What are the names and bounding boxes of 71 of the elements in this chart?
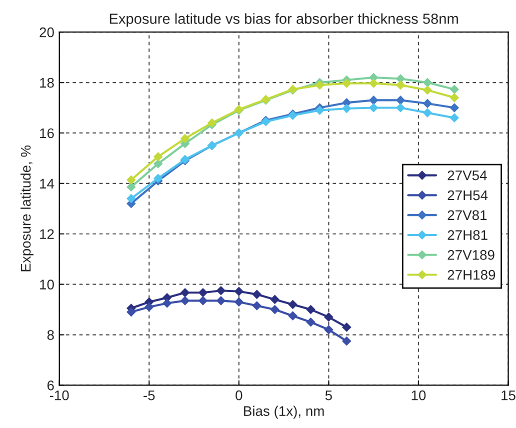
- x-tick-label: 5: [325, 390, 332, 400]
- point: [126, 182, 136, 192]
- point: [126, 175, 136, 184]
- y-tick-label: 10: [40, 280, 54, 290]
- y-axis-title: Exposure latitude, %: [20, 145, 34, 272]
- point: [369, 103, 378, 112]
- point: [180, 296, 190, 306]
- point: [162, 298, 172, 308]
- legend-label: 27H189: [448, 270, 496, 280]
- point: [423, 78, 432, 87]
- point: [396, 80, 405, 90]
- legend-label: 27V81: [448, 210, 487, 220]
- x-tick-label: 10: [412, 390, 426, 400]
- x-tick-label: -5: [144, 390, 155, 400]
- point: [396, 96, 405, 105]
- point: [216, 296, 226, 306]
- y-tick-label: 18: [40, 78, 54, 88]
- point: [450, 84, 459, 94]
- point: [154, 152, 163, 162]
- chart-title: Exposure latitude vs bias for absorber thickness 58nm: [110, 13, 458, 27]
- point: [252, 301, 262, 310]
- point: [342, 104, 352, 113]
- y-tick-label: 14: [40, 178, 54, 188]
- point: [423, 108, 432, 118]
- y-tick-label: 20: [40, 27, 54, 38]
- point: [198, 296, 208, 306]
- point: [396, 103, 405, 112]
- point: [423, 86, 432, 95]
- legend-label: 27H54: [448, 190, 488, 200]
- point: [270, 305, 280, 314]
- point: [450, 113, 459, 122]
- x-tick-label: 0: [236, 390, 242, 400]
- legend-label: 27V189: [448, 250, 494, 260]
- y-tick-label: 12: [40, 229, 54, 239]
- x-tick-label: 15: [502, 390, 516, 400]
- legend-label: 27H81: [448, 230, 488, 240]
- point: [288, 300, 298, 309]
- point: [342, 336, 352, 346]
- point: [126, 308, 136, 317]
- point: [144, 302, 154, 312]
- point: [342, 78, 352, 88]
- point: [369, 78, 378, 88]
- point: [216, 286, 226, 296]
- point: [180, 134, 190, 143]
- y-tick-label: 6: [47, 380, 54, 390]
- point: [306, 318, 316, 327]
- point: [288, 311, 298, 320]
- point: [369, 96, 378, 105]
- x-tick-label: -10: [50, 390, 69, 400]
- point: [315, 106, 324, 115]
- point: [126, 194, 136, 204]
- point: [234, 286, 244, 296]
- point: [154, 174, 163, 183]
- point: [154, 159, 163, 168]
- point: [324, 325, 334, 334]
- point: [270, 295, 280, 304]
- y-tick-label: 16: [40, 128, 54, 138]
- point: [306, 305, 316, 314]
- y-tick-label: 8: [47, 330, 54, 340]
- x-axis-title: Bias (1x), nm: [244, 406, 324, 419]
- point: [315, 80, 324, 90]
- point: [252, 290, 262, 299]
- point: [234, 298, 244, 306]
- point: [198, 288, 208, 298]
- point: [342, 322, 352, 332]
- point: [450, 103, 459, 112]
- point: [450, 93, 459, 102]
- legend-label: 27V54: [448, 170, 487, 180]
- point: [180, 288, 190, 298]
- point: [423, 99, 432, 108]
- point: [324, 312, 334, 322]
